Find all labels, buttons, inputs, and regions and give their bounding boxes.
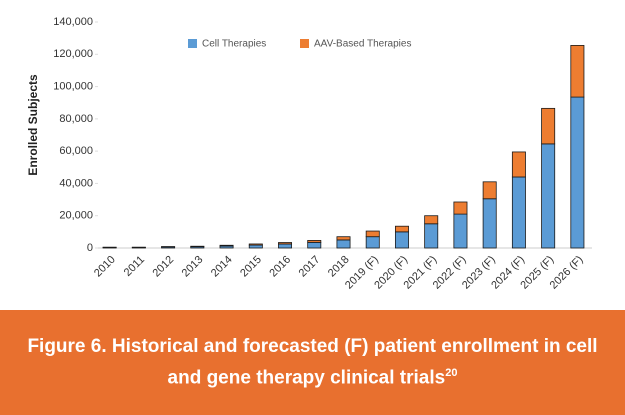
legend-swatch — [300, 39, 309, 48]
bar-segment — [482, 198, 497, 249]
x-tick-label: 2012 — [150, 254, 176, 280]
y-tick-label: 60,000 — [59, 145, 93, 157]
caption-ref: 20 — [445, 366, 458, 379]
bar-segment — [307, 241, 322, 249]
bar-segment — [541, 143, 556, 249]
bar-segment — [453, 201, 468, 215]
caption-text: Figure 6. Historical and forecasted (F) … — [27, 335, 598, 389]
bar-segment — [278, 243, 293, 249]
x-tick-label: 2011 — [122, 254, 147, 279]
bar-segment — [278, 242, 293, 245]
x-tick-label: 2014 — [209, 254, 235, 280]
y-tick-label: 40,000 — [59, 177, 93, 189]
legend-label: Cell Therapies — [202, 39, 266, 50]
x-tick-label: 2015 — [238, 254, 264, 280]
y-tick-label: 0 — [87, 242, 93, 254]
bar-segment — [570, 96, 585, 249]
bar-segment — [511, 151, 526, 178]
bar-segment — [248, 243, 263, 246]
bar-segment — [248, 244, 263, 249]
bar-segment — [365, 230, 380, 238]
legend-label: AAV-Based Therapies — [314, 39, 411, 50]
y-tick-label: 140,000 — [53, 16, 93, 28]
bar-segment — [394, 231, 409, 249]
y-tick-label: 20,000 — [59, 210, 93, 222]
legend-swatch — [188, 39, 197, 48]
caption: Figure 6. Historical and forecasted (F) … — [18, 334, 608, 391]
caption-banner: Figure 6. Historical and forecasted (F) … — [0, 310, 625, 415]
bar-segment — [394, 225, 409, 233]
chart: Enrolled Subjects 0 20,000 40,000 60,000 80,… — [26, 16, 592, 292]
bar-segment — [336, 239, 351, 249]
x-tick-label: 2016 — [267, 254, 293, 280]
x-tick-label: 2017 — [297, 254, 323, 280]
x-tick-label: 2018 — [326, 254, 352, 280]
bar-segment — [336, 236, 351, 241]
bar-segment — [570, 45, 585, 98]
x-tick-label: 2010 — [92, 254, 118, 280]
y-axis-label: Enrolled Subjects — [26, 74, 40, 176]
bar-segment — [365, 236, 380, 249]
y-tick-label: 100,000 — [53, 80, 93, 92]
bar-segment — [453, 213, 468, 249]
bar-segment — [219, 244, 234, 247]
bar-segment — [482, 181, 497, 200]
bar-segment — [511, 176, 526, 249]
bar-segment — [307, 240, 322, 243]
bar-segment — [424, 223, 439, 249]
bar-segment — [424, 215, 439, 225]
y-tick-label: 120,000 — [53, 48, 93, 60]
bar-segment — [541, 107, 556, 145]
x-tick-label: 2013 — [180, 254, 206, 280]
y-tick-label: 80,000 — [59, 113, 93, 125]
